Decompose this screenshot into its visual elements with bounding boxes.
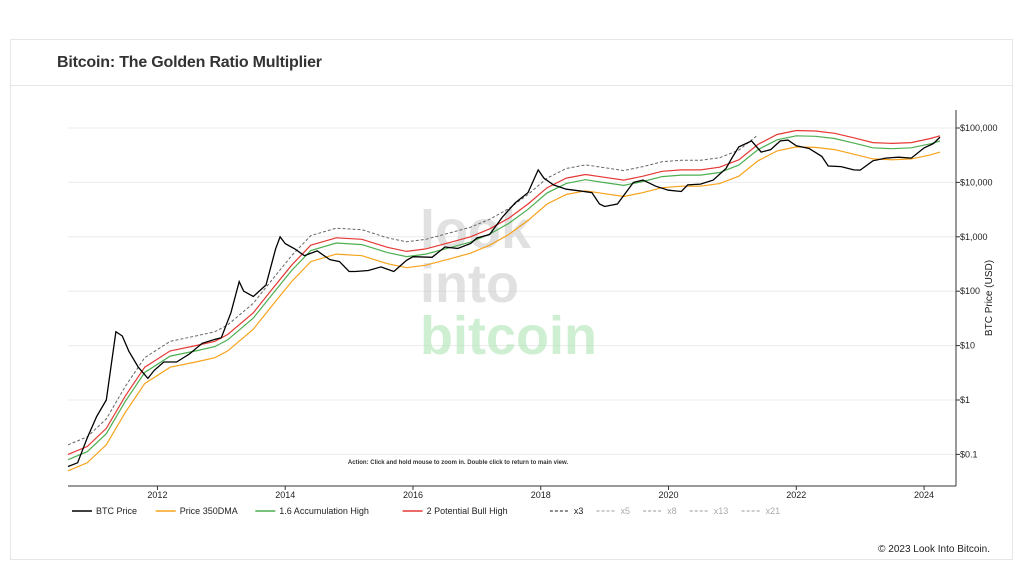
watermark-look: look <box>420 200 532 260</box>
watermark-into: into <box>420 254 519 314</box>
chart-card: Bitcoin: The Golden Ratio Multiplier © 2… <box>10 39 1013 560</box>
legend-label-1: Price 350DMA <box>180 506 238 516</box>
y-tick-label-6: $100,000 <box>960 123 998 133</box>
dma-350-line <box>67 146 941 472</box>
y-tick-label-2: $10 <box>960 341 975 351</box>
x-tick-label-6: 2024 <box>914 490 934 500</box>
y-axis-title: BTC Price (USD) <box>984 260 995 336</box>
legend-label-8: x21 <box>766 506 781 516</box>
legend-label-2: 1.6 Accumulation High <box>279 506 369 516</box>
watermark-bitcoin: bitcoin <box>420 306 597 366</box>
bull-high-line <box>67 129 941 455</box>
x-tick-label-1: 2014 <box>275 490 295 500</box>
y-tick-label-0: $0.1 <box>960 449 978 459</box>
series-lines <box>67 129 941 472</box>
y-tick-label-5: $10,000 <box>960 177 993 187</box>
legend-label-4: x3 <box>574 506 584 516</box>
legend-label-6: x8 <box>667 506 677 516</box>
x-tick-label-3: 2018 <box>531 490 551 500</box>
watermark: look into bitcoin <box>420 200 597 366</box>
y-tick-label-3: $100 <box>960 286 980 296</box>
y-tick-label-1: $1 <box>960 395 970 405</box>
x-tick-label-4: 2020 <box>659 490 679 500</box>
x3-line <box>67 134 759 446</box>
legend: BTC Price Price 350DMA 1.6 Accumulation Hi… <box>72 506 780 516</box>
copyright-footer: © 2023 Look Into Bitcoin. <box>878 544 990 555</box>
y-axis-ticks: $0.1 $1 $10 $100 $1,000 $10,000 $100,000 <box>956 123 998 459</box>
accumulation-high-line <box>67 135 941 461</box>
legend-label-5: x5 <box>621 506 631 516</box>
x-tick-label-2: 2016 <box>403 490 423 500</box>
x-tick-label-5: 2022 <box>786 490 806 500</box>
card-header: Bitcoin: The Golden Ratio Multiplier <box>11 40 1012 86</box>
page-title: Bitcoin: The Golden Ratio Multiplier <box>57 54 322 71</box>
y-tick-label-4: $1,000 <box>960 232 988 242</box>
legend-label-7: x13 <box>714 506 729 516</box>
btc-price-line <box>67 136 941 468</box>
legend-label-0: BTC Price <box>96 506 137 516</box>
x-tick-label-0: 2012 <box>147 490 167 500</box>
action-hint: Action: Click and hold mouse to zoom in.… <box>348 460 568 466</box>
x-axis-ticks: 2012 2014 2016 2018 2020 2022 2024 <box>147 486 934 500</box>
legend-label-3: 2 Potential Bull High <box>427 506 508 516</box>
